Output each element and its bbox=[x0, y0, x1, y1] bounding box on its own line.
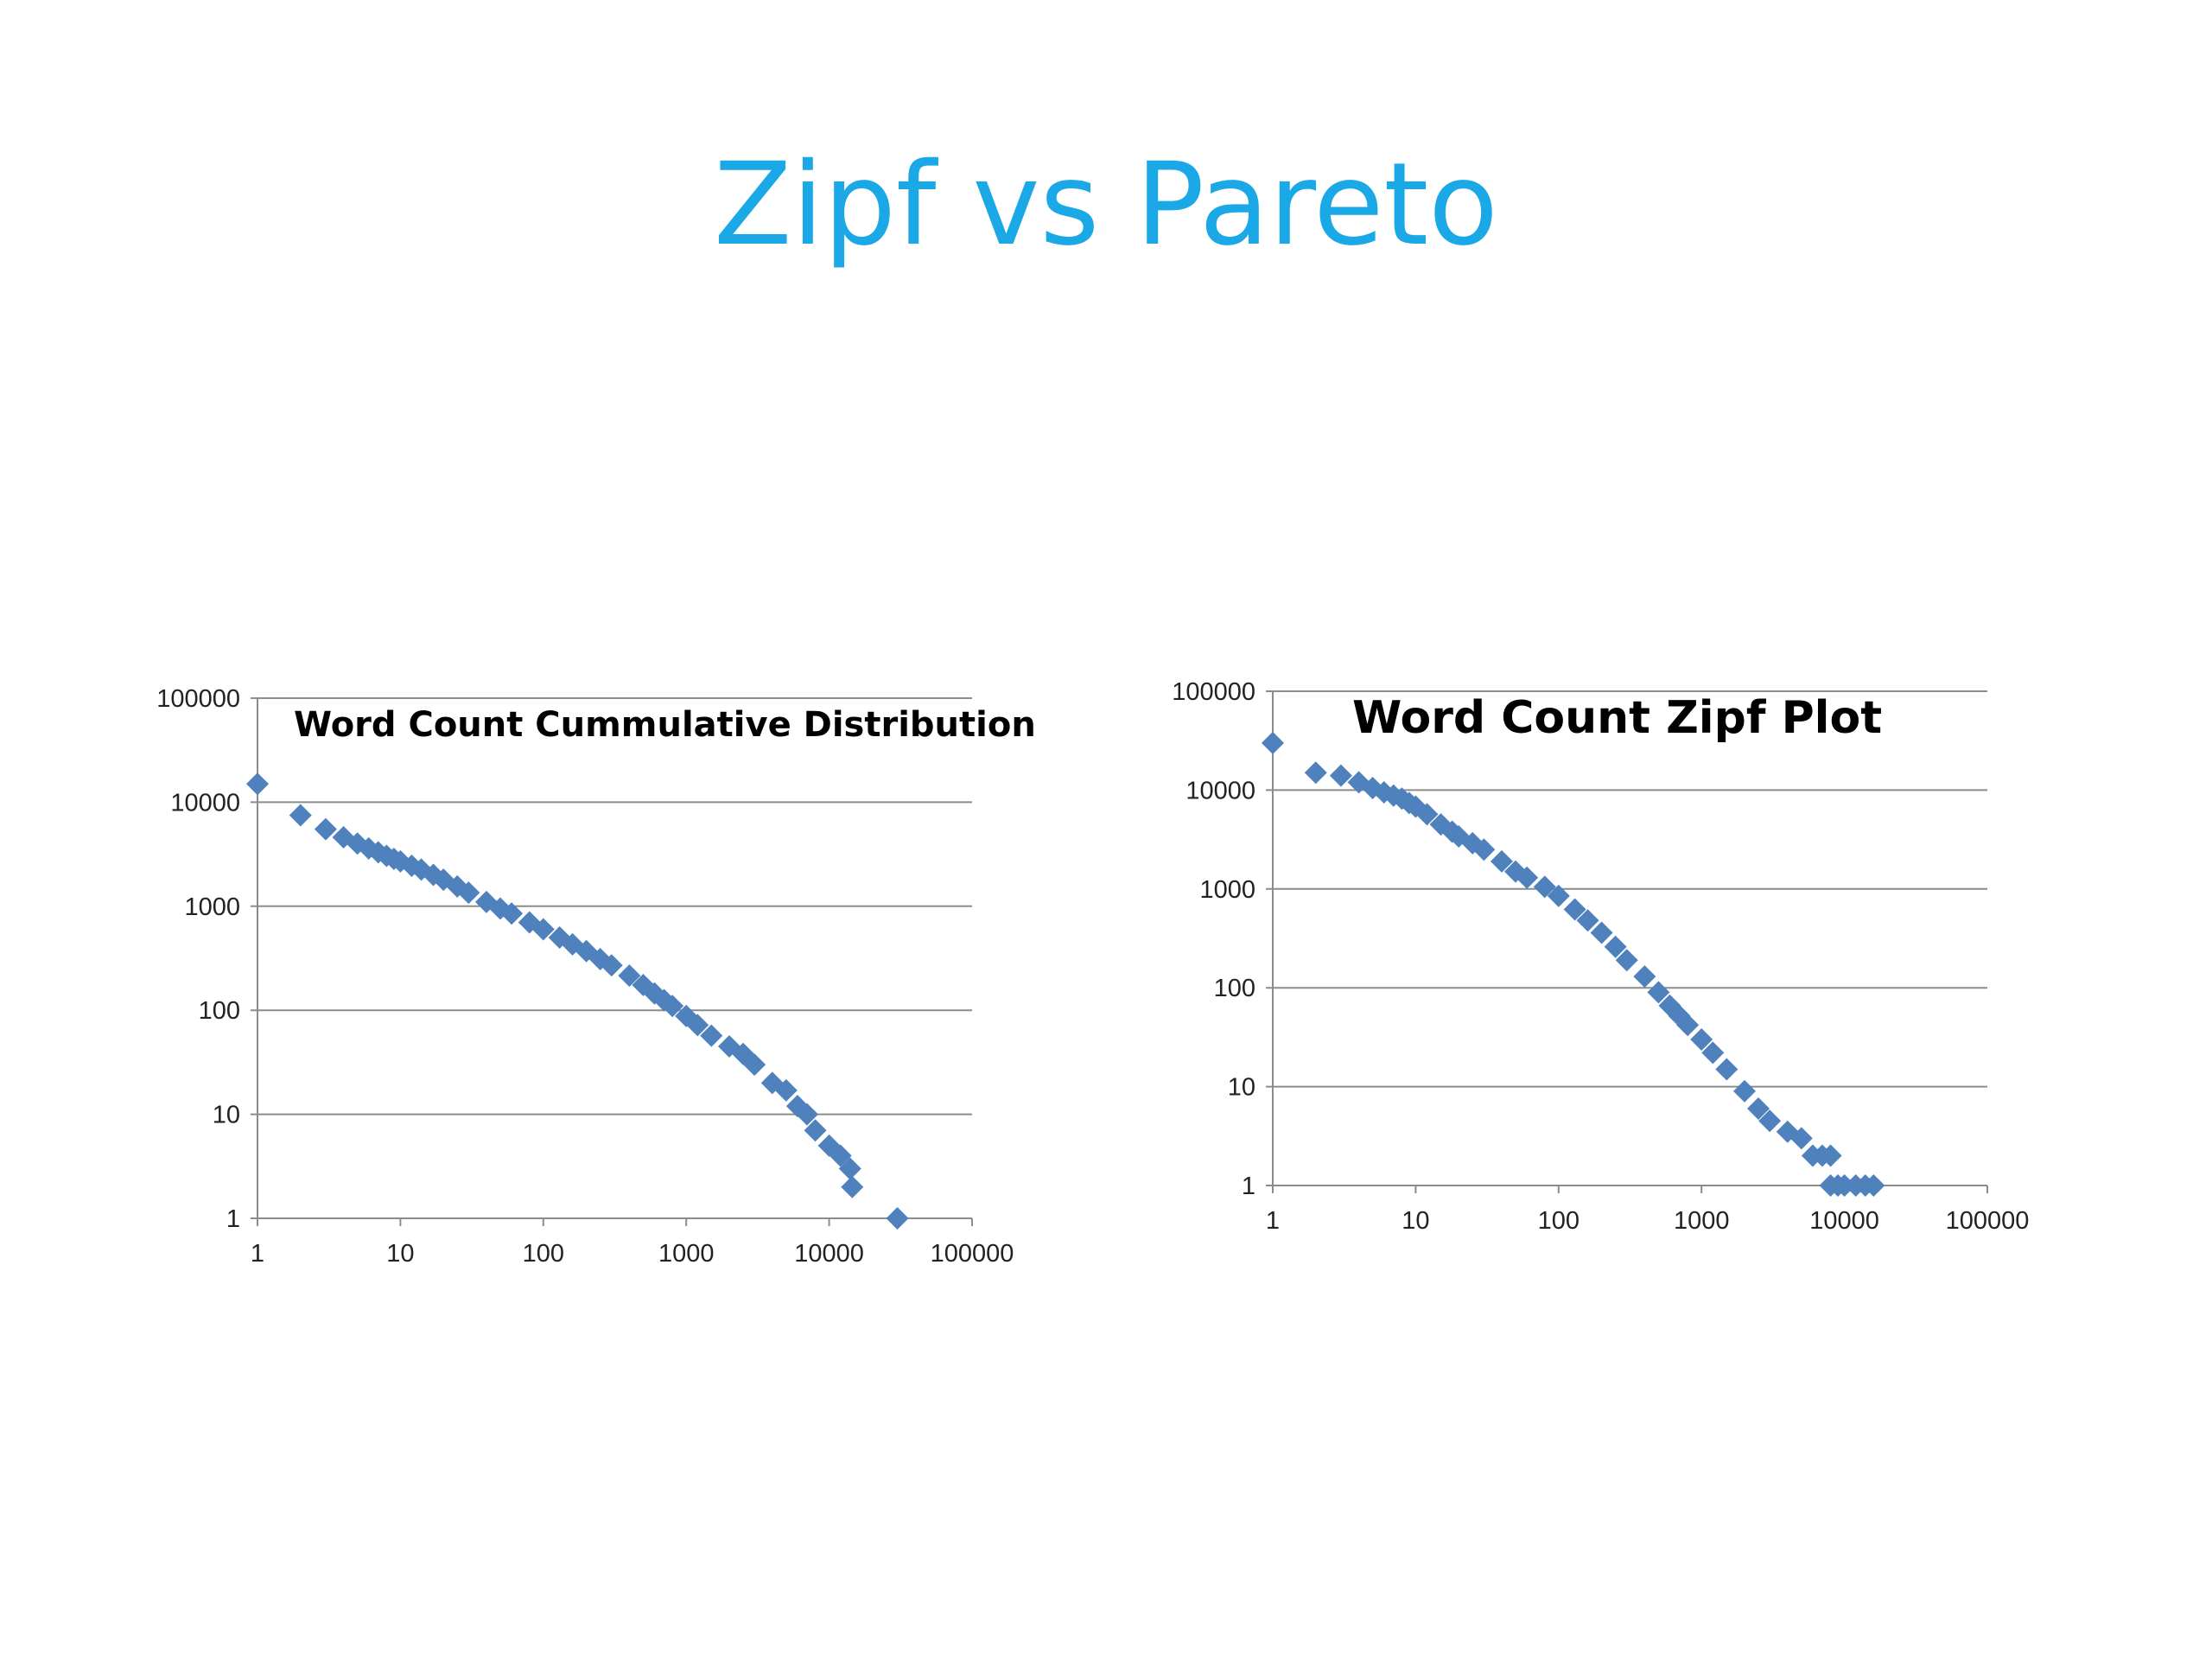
zipf-data-point bbox=[1440, 820, 1464, 843]
cdf-data-point bbox=[785, 1095, 809, 1118]
zipf-y-tick-label: 1 bbox=[1242, 1173, 1255, 1200]
zipf-data-point bbox=[1304, 761, 1327, 785]
zipf-y-tick-label: 1000 bbox=[1199, 876, 1255, 904]
zipf-chart-title: Word Count Zipf Plot bbox=[1352, 692, 1882, 744]
zipf-data-point bbox=[1429, 813, 1452, 836]
zipf-data-point bbox=[1329, 764, 1352, 787]
zipf-data-point bbox=[1516, 866, 1539, 889]
zipf-data-point bbox=[1404, 795, 1427, 818]
zipf-data-point bbox=[1490, 849, 1513, 873]
cdf-data-point bbox=[717, 1034, 741, 1058]
cdf-x-tick-label: 100 bbox=[523, 1240, 564, 1268]
zipf-data-point bbox=[1576, 909, 1599, 932]
zipf-y-tick-label: 100000 bbox=[1172, 678, 1255, 706]
zipf-data-point bbox=[1447, 824, 1471, 848]
cdf-data-point bbox=[795, 1103, 818, 1126]
slide-title: Zipf vs Pareto bbox=[714, 138, 1498, 271]
zipf-data-point bbox=[1547, 884, 1570, 907]
cdf-data-point bbox=[774, 1078, 798, 1102]
cdf-y-tick-label: 10 bbox=[213, 1102, 240, 1129]
zipf-data-point bbox=[1658, 994, 1681, 1017]
cdf-data-point bbox=[686, 1014, 709, 1037]
cdf-data-point bbox=[561, 932, 584, 956]
zipf-x-tick-label: 100 bbox=[1538, 1207, 1580, 1235]
cdf-y-tick-label: 100 bbox=[199, 997, 240, 1025]
cdf-y-tick-label: 100000 bbox=[156, 685, 240, 713]
zipf-data-point bbox=[1747, 1096, 1770, 1120]
cumulative-distribution-chart: 1 10 100 1000 10000 100000 1 10 100 1000 10000 1000… bbox=[156, 685, 1036, 1268]
zipf-y-tick-label: 100 bbox=[1214, 975, 1255, 1002]
cdf-data-point bbox=[618, 964, 641, 988]
zipf-data-point bbox=[1615, 949, 1638, 972]
zipf-data-point bbox=[1472, 838, 1496, 861]
zipf-x-tick-label: 1 bbox=[1266, 1207, 1280, 1235]
cdf-data-point bbox=[246, 772, 269, 796]
cdf-data-point bbox=[457, 881, 480, 905]
zipf-x-tick-label: 10 bbox=[1402, 1207, 1429, 1235]
cdf-x-tick-label: 1000 bbox=[658, 1240, 715, 1268]
cdf-data-point bbox=[314, 817, 337, 841]
zipf-data-point bbox=[1533, 875, 1556, 899]
cdf-x-tick-label: 10000 bbox=[794, 1240, 864, 1268]
cdf-data-point bbox=[743, 1053, 766, 1077]
cdf-data-point bbox=[289, 804, 312, 827]
zipf-x-tick-label: 1000 bbox=[1674, 1207, 1730, 1235]
zipf-data-point bbox=[1819, 1144, 1842, 1167]
cdf-data-point bbox=[804, 1119, 827, 1142]
cdf-data-point bbox=[332, 826, 355, 849]
cdf-x-tick-label: 100000 bbox=[931, 1240, 1014, 1268]
zipf-data-point bbox=[1701, 1041, 1725, 1065]
zipf-data-point bbox=[1563, 898, 1586, 921]
cdf-data-point bbox=[500, 902, 524, 925]
zipf-data-point bbox=[1647, 981, 1670, 1004]
cdf-y-tick-label: 1 bbox=[226, 1205, 240, 1233]
cdf-data-point bbox=[600, 954, 623, 977]
zipf-data-point bbox=[1715, 1058, 1738, 1081]
zipf-data-point bbox=[1833, 1174, 1856, 1197]
zipf-data-point bbox=[1862, 1174, 1885, 1197]
zipf-x-tick-label: 10000 bbox=[1809, 1207, 1879, 1235]
cdf-data-point bbox=[531, 918, 555, 941]
cdf-data-point bbox=[518, 911, 541, 934]
zipf-x-tick-label: 100000 bbox=[1946, 1207, 2030, 1235]
zipf-data-point bbox=[1390, 787, 1414, 810]
cdf-chart-title: Word Count Cummulative Distribution bbox=[294, 705, 1036, 745]
zipf-y-tick-label: 10000 bbox=[1185, 777, 1255, 804]
cdf-y-tick-label: 10000 bbox=[170, 789, 240, 817]
cdf-y-tick-label: 1000 bbox=[184, 893, 240, 921]
zipf-plot-chart: 1 10 100 1000 10000 100000 1 10 100 1000 10000 1000… bbox=[1172, 678, 2030, 1235]
zipf-data-point bbox=[1676, 1014, 1700, 1037]
zipf-data-point bbox=[1690, 1028, 1713, 1052]
zipf-y-tick-label: 10 bbox=[1228, 1074, 1255, 1102]
cdf-data-point bbox=[700, 1024, 723, 1047]
cdf-x-tick-label: 10 bbox=[386, 1240, 414, 1268]
cdf-data-point bbox=[575, 939, 598, 963]
zipf-data-point bbox=[1633, 965, 1656, 988]
zipf-data-point bbox=[1590, 921, 1613, 944]
cdf-data-point bbox=[841, 1175, 864, 1198]
cdf-data-point bbox=[886, 1207, 909, 1230]
zipf-data-point bbox=[1604, 935, 1627, 958]
zipf-data-point bbox=[1415, 803, 1439, 826]
zipf-data-point bbox=[1262, 731, 1284, 754]
zipf-data-point bbox=[1789, 1127, 1813, 1150]
cdf-data-point bbox=[838, 1157, 861, 1180]
zipf-data-point bbox=[1758, 1109, 1782, 1133]
cdf-x-tick-label: 1 bbox=[251, 1240, 264, 1268]
zipf-data-point bbox=[1732, 1079, 1756, 1103]
cdf-data-point bbox=[661, 995, 684, 1018]
cdf-data-point bbox=[829, 1144, 852, 1167]
cdf-data-point bbox=[346, 832, 369, 855]
